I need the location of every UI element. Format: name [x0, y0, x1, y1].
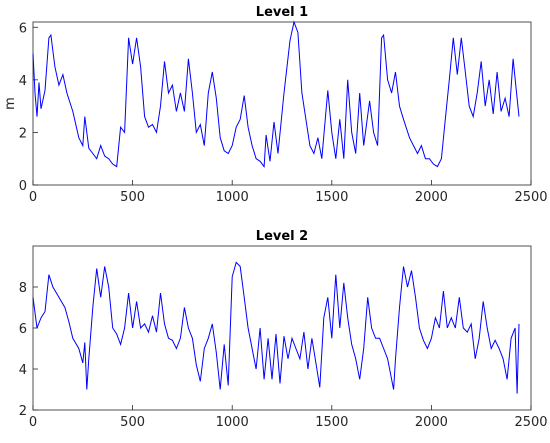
y-tick-label: 4 [19, 363, 27, 378]
x-tick-label: 500 [120, 415, 145, 430]
x-tick-label: 1000 [216, 415, 249, 430]
x-tick-label: 1500 [315, 415, 348, 430]
y-tick-label: 2 [19, 126, 27, 141]
x-tick-label: 1000 [216, 190, 249, 205]
y-tick-label: 6 [19, 322, 27, 337]
x-tick-label: 500 [120, 190, 145, 205]
y-tick-label: 2 [19, 404, 27, 419]
plot-area [32, 21, 532, 186]
y-tick-label: 0 [19, 179, 27, 194]
y-axis-label: m [3, 97, 18, 110]
x-tick-label: 0 [29, 190, 37, 205]
x-tick-label: 2000 [415, 190, 448, 205]
chart-title: Level 1 [256, 5, 308, 20]
x-tick-label: 2500 [514, 415, 547, 430]
plot-area [32, 245, 532, 411]
x-tick-label: 2500 [514, 190, 547, 205]
y-tick-label: 8 [19, 281, 27, 296]
x-tick-label: 1500 [315, 190, 348, 205]
data-line [32, 20, 520, 168]
x-tick-label: 0 [29, 415, 37, 430]
x-tick-label: 2000 [415, 415, 448, 430]
y-tick-label: 4 [19, 74, 27, 89]
chart-title: Level 2 [256, 229, 308, 244]
data-line [32, 261, 520, 394]
y-tick-label: 6 [19, 21, 27, 36]
